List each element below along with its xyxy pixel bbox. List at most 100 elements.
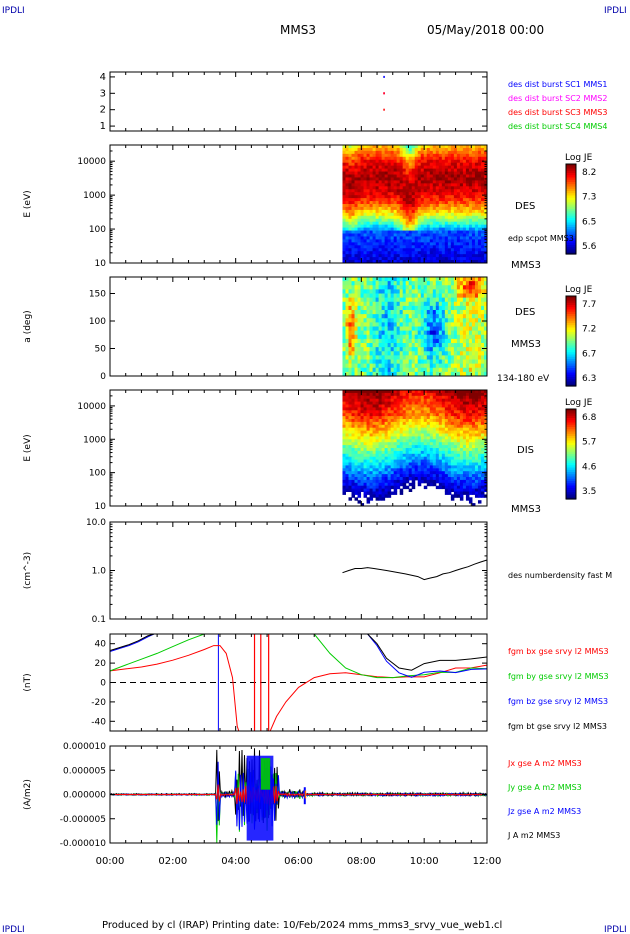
heatmap-cell (447, 145, 452, 149)
heatmap-cell (384, 227, 389, 232)
heatmap-cell (369, 459, 374, 463)
heatmap-cell (396, 310, 401, 315)
heatmap-cell (438, 359, 443, 365)
heatmap-cell (390, 177, 395, 181)
heatmap-cell (462, 427, 467, 432)
heatmap-cell (387, 159, 392, 164)
heatmap-cell (378, 177, 383, 181)
heatmap-cell (378, 145, 383, 149)
heatmap-cell (414, 251, 419, 255)
heatmap-cell (459, 224, 464, 229)
heatmap-cell (435, 410, 440, 414)
heatmap-cell (375, 254, 380, 258)
heatmap-cell (384, 293, 389, 299)
heatmap-cell (351, 410, 356, 414)
heatmap-cell (393, 301, 398, 307)
heatmap-cell (441, 347, 446, 352)
heatmap-cell (435, 322, 440, 327)
heatmap-cell (360, 390, 365, 394)
heatmap-cell (447, 424, 452, 429)
heatmap-cell (363, 215, 368, 220)
heatmap-cell (465, 198, 470, 202)
heatmap-cell (441, 212, 446, 217)
heatmap-cell (396, 427, 401, 432)
heatmap-cell (372, 198, 377, 202)
heatmap-cell (447, 289, 452, 294)
heatmap-cell (414, 439, 419, 443)
heatmap-cell (468, 254, 473, 258)
heatmap-cell (390, 442, 395, 446)
heatmap-cell (471, 410, 476, 414)
heatmap-cell (414, 390, 419, 394)
heatmap-cell (414, 343, 419, 348)
heatmap-cell (465, 251, 470, 255)
heatmap-cell (369, 398, 374, 403)
heatmap-cell (429, 398, 434, 403)
heatmap-cell (399, 314, 404, 319)
heatmap-cell (417, 236, 422, 240)
heatmap-cell (363, 289, 368, 294)
heatmap-cell (462, 488, 467, 492)
heatmap-cell (345, 367, 350, 373)
heatmap-cell (354, 233, 359, 237)
heatmap-cell (432, 363, 437, 369)
heatmap-cell (396, 218, 401, 223)
heatmap-cell (414, 330, 419, 336)
heatmap-cell (420, 427, 425, 432)
heatmap-cell (444, 413, 449, 417)
heatmap-cell (378, 257, 383, 261)
heatmap-cell (387, 186, 392, 190)
heatmap-cell (441, 439, 446, 443)
heatmap-cell (438, 465, 443, 469)
heatmap-cell (456, 230, 461, 234)
heatmap-cell (342, 212, 346, 217)
heatmap-cell (450, 497, 455, 501)
heatmap-cell (438, 257, 443, 261)
heatmap-cell (423, 162, 428, 167)
heatmap-cell (435, 227, 440, 232)
heatmap-cell (354, 404, 359, 408)
heatmap-cell (360, 471, 365, 475)
heatmap-cell (480, 153, 485, 158)
heatmap-cell (480, 233, 485, 237)
heatmap-cell (453, 477, 458, 481)
heatmap-cell (345, 201, 350, 205)
heatmap-cell (447, 471, 452, 475)
heatmap-cell (390, 471, 395, 475)
heatmap-cell (462, 491, 467, 495)
heatmap-cell (408, 398, 413, 403)
heatmap-cell (417, 351, 422, 356)
heatmap-cell (354, 401, 359, 405)
heatmap-cell (381, 456, 386, 461)
heatmap-cell (399, 413, 404, 417)
heatmap-cell (423, 477, 428, 481)
heatmap-cell (447, 351, 452, 356)
heatmap-cell (366, 145, 371, 149)
heatmap-cell (417, 150, 422, 155)
heatmap-cell (342, 245, 346, 249)
heatmap-cell (345, 145, 350, 149)
heatmap-cell (468, 416, 473, 420)
heatmap-cell (390, 430, 395, 434)
heatmap-cell (426, 462, 431, 466)
heatmap-cell (432, 359, 437, 365)
heatmap-cell (363, 260, 368, 264)
heatmap-cell (438, 421, 443, 426)
heatmap-cell (429, 165, 434, 170)
heatmap-cell (420, 404, 425, 408)
colorbar-cell (566, 206, 576, 210)
heatmap-cell (438, 248, 443, 252)
heatmap-cell (387, 165, 392, 170)
heatmap-cell (411, 297, 416, 303)
heatmap-cell (462, 404, 467, 408)
heatmap-cell (423, 416, 428, 420)
heatmap-cell (450, 433, 455, 437)
heatmap-cell (405, 289, 410, 294)
heatmap-cell (453, 183, 458, 187)
heatmap-cell (372, 351, 377, 356)
heatmap-cell (345, 147, 350, 152)
heatmap-cell (420, 448, 425, 452)
heatmap-cell (465, 479, 470, 484)
heatmap-cell (375, 159, 380, 164)
heatmap-cell (426, 456, 431, 461)
